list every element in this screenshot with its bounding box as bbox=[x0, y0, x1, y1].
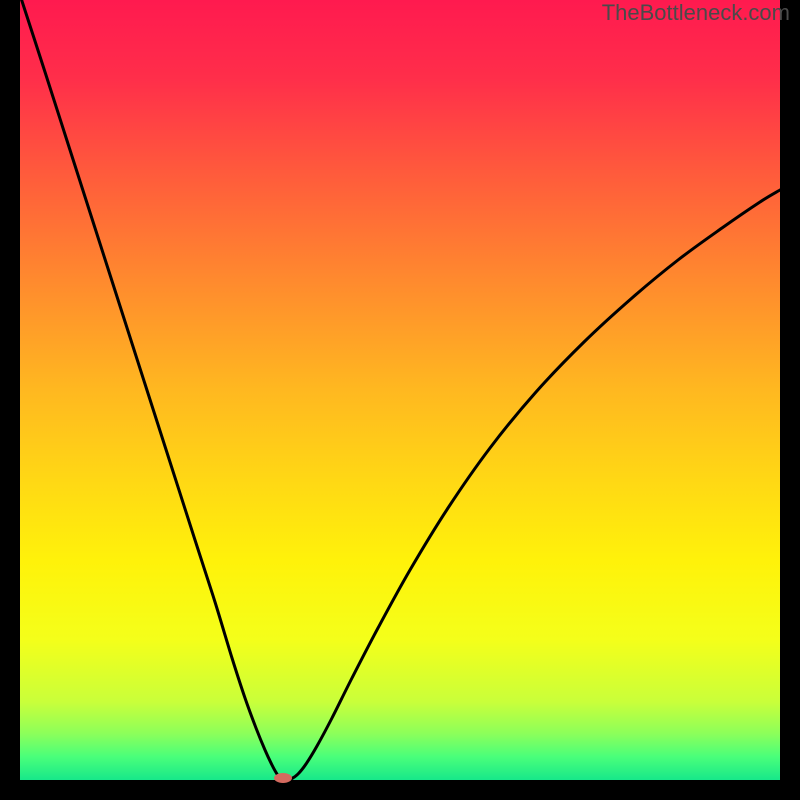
minimum-marker bbox=[274, 773, 292, 783]
plot-gradient-background bbox=[20, 0, 780, 780]
chart-svg: TheBottleneck.com bbox=[0, 0, 800, 800]
chart-container: TheBottleneck.com bbox=[0, 0, 800, 800]
watermark-text: TheBottleneck.com bbox=[602, 0, 790, 25]
